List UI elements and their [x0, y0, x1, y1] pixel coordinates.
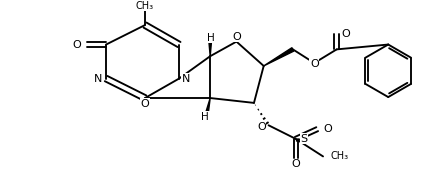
Text: N: N — [94, 74, 102, 84]
Text: O: O — [232, 32, 241, 42]
Text: O: O — [141, 99, 149, 109]
Polygon shape — [264, 48, 294, 66]
Text: S: S — [301, 134, 308, 144]
Text: CH₃: CH₃ — [136, 1, 154, 11]
Text: O: O — [72, 39, 81, 49]
Text: O: O — [323, 124, 332, 134]
Text: O: O — [310, 59, 319, 69]
Text: O: O — [342, 29, 350, 39]
Text: N: N — [182, 74, 191, 84]
Text: H: H — [201, 112, 209, 122]
Text: H: H — [207, 33, 215, 43]
Text: CH₃: CH₃ — [331, 151, 349, 161]
Polygon shape — [206, 98, 210, 112]
Text: O: O — [257, 122, 266, 132]
Text: O: O — [291, 159, 300, 169]
Polygon shape — [209, 42, 211, 56]
